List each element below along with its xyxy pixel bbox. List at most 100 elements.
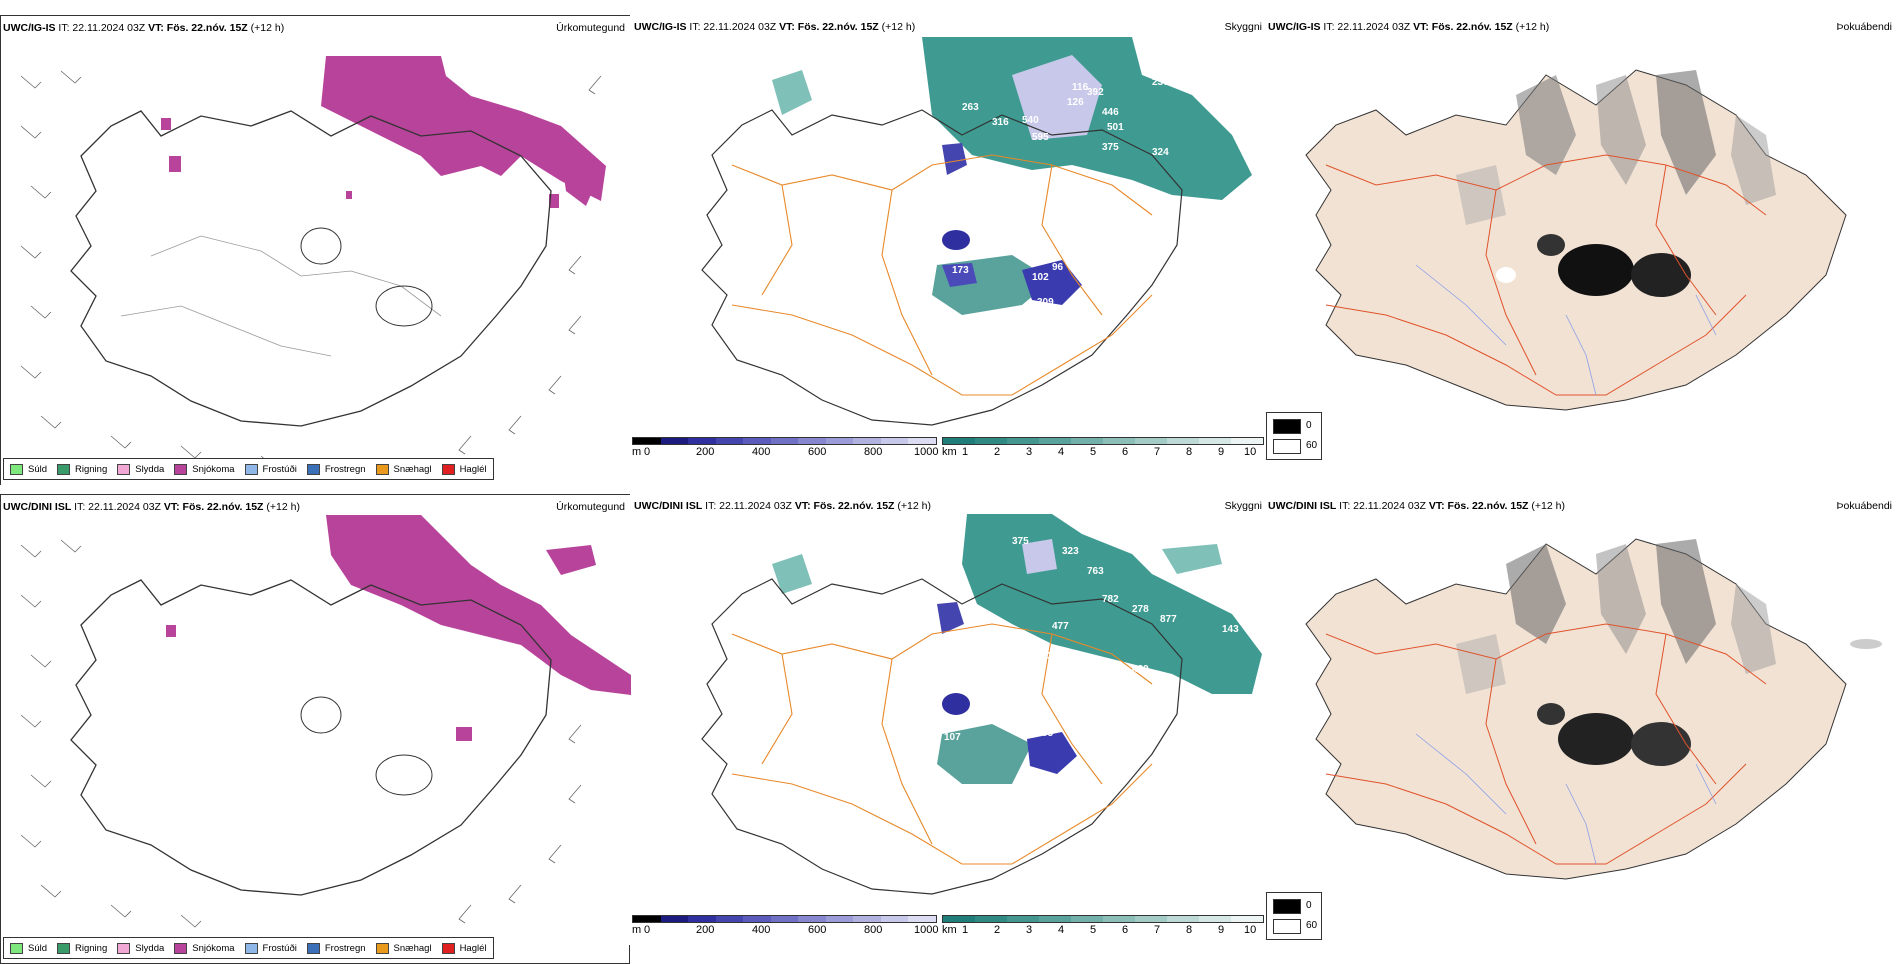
field-name: Þokuábendi	[1836, 21, 1892, 33]
legend-item: Frostúði	[244, 942, 297, 954]
tick-label: 6	[1122, 446, 1129, 458]
fog-legend-label: 0	[1306, 900, 1312, 911]
visibility-panel-row1: UWC/IG-IS IT: 22.11.2024 03Z VT: Fös. 22…	[632, 15, 1262, 485]
cloud-base-label: 375	[1102, 142, 1119, 153]
cloud-base-label: 87	[1075, 733, 1087, 744]
precip-map-row2	[1, 495, 631, 945]
cloud-base-label: 17	[972, 694, 984, 705]
cloud-base-label: 540	[1022, 115, 1039, 126]
fog-legend-label: 60	[1306, 920, 1318, 931]
tick-label: 1	[962, 924, 969, 936]
ceiling-colorbar-row2: m 0 200 400 600 800 1000	[632, 915, 939, 941]
cloud-base-label: 102	[1032, 272, 1049, 283]
cloud-base-label: 309	[1037, 297, 1054, 308]
visibility-panel-row2: UWC/DINI ISL IT: 22.11.2024 03Z VT: Fös.…	[632, 494, 1262, 964]
field-name: Skyggni	[1224, 500, 1262, 512]
tick-label: 600	[808, 446, 827, 458]
legend-item: Haglél	[441, 942, 487, 954]
panel-title: UWC/DINI ISL IT: 22.11.2024 03Z VT: Fös.…	[1268, 500, 1565, 512]
visibility-map-row2	[701, 514, 1262, 895]
field-name: Úrkomutegund	[556, 501, 625, 513]
legend-item: Slydda	[117, 463, 164, 475]
tick-label: 9	[1218, 446, 1225, 458]
cloud-base-label: 278	[1132, 604, 1149, 615]
legend-item: Súld	[10, 942, 47, 954]
tick-label: 9	[1218, 924, 1225, 936]
cloud-base-label: 501	[1107, 122, 1124, 133]
fog-map-row2	[1305, 538, 1882, 880]
cloud-base-label: 375	[1012, 536, 1029, 547]
panel-title: UWC/IG-IS IT: 22.11.2024 03Z VT: Fös. 22…	[1268, 21, 1550, 33]
cloud-base-label: 763	[1087, 566, 1104, 577]
tick-label: 1000	[914, 446, 939, 458]
tick-label: 1	[962, 446, 969, 458]
tick-label: 0	[644, 446, 651, 458]
cloud-base-label: 595	[1032, 132, 1049, 143]
cloud-base-label: 323	[1062, 546, 1079, 557]
cloud-base-label: 524	[1172, 79, 1189, 90]
tick-label: 600	[808, 924, 827, 936]
cloud-base-label: 109	[950, 651, 967, 662]
precip-map-row1	[1, 16, 631, 486]
legend-item: Rigning	[57, 463, 107, 475]
fog-legend-row1: 0 60	[1266, 412, 1322, 460]
cloud-base-label: 95	[1042, 728, 1054, 739]
tick-label: 200	[696, 924, 715, 936]
tick-label: 10	[1244, 446, 1257, 458]
tick-label: 3	[1026, 924, 1033, 936]
cloud-base-labels-row1: 263 316 540 595 392 446 501 237 524 324 375 173 1029…	[952, 77, 1189, 308]
tick-label: 4	[1058, 446, 1065, 458]
visibility-colorbar-row1: km 1 2 3 4 5 6 7 8 9 10	[942, 437, 1264, 463]
field-name: Skyggni	[1224, 21, 1262, 33]
tick-label: 8	[1186, 446, 1193, 458]
visibility-colorbar-row2: km 1 2 3 4 5 6 7 8 9 10	[942, 915, 1264, 941]
fog-legend-row2: 0 60	[1266, 892, 1322, 940]
legend-item: Snjókoma	[174, 463, 235, 475]
fog-panel-row1: UWC/IG-IS IT: 22.11.2024 03Z VT: Fös. 22…	[1266, 15, 1896, 485]
legend-item: Frostregn	[306, 463, 366, 475]
legend-item: Frostúði	[244, 463, 297, 475]
ceiling-colorbar-row1: m 0 200 400 600 800 1000	[632, 437, 939, 463]
tick-label: 2	[994, 924, 1001, 936]
legend-item: Haglél	[441, 463, 487, 475]
tick-label: 400	[752, 924, 771, 936]
cloud-base-label: 324	[1152, 147, 1169, 158]
legend-item: Rigning	[57, 942, 107, 954]
tick-label: 800	[864, 924, 883, 936]
precip-type-panel-row1: UWC/IG-IS IT: 22.11.2024 03Z VT: Fös. 22…	[0, 15, 631, 486]
tick-label: 4	[1058, 924, 1065, 936]
tick-label: 8	[1186, 924, 1193, 936]
panel-title: UWC/IG-IS IT: 22.11.2024 03Z VT: Fös. 22…	[634, 21, 916, 33]
legend-item: Frostregn	[306, 942, 366, 954]
legend-item: Snæhagl	[375, 942, 432, 954]
tick-label: 10	[1244, 924, 1257, 936]
cloud-base-label: 143	[1222, 624, 1239, 635]
cloud-base-label: 877	[1160, 614, 1177, 625]
cloud-base-label: 477	[1052, 621, 1069, 632]
visibility-unit: km	[942, 446, 957, 458]
tick-label: 800	[864, 446, 883, 458]
tick-label: 0	[644, 924, 651, 936]
fog-panel-row2: UWC/DINI ISL IT: 22.11.2024 03Z VT: Fös.…	[1266, 494, 1896, 964]
tick-label: 7	[1154, 446, 1161, 458]
panel-title: UWC/DINI ISL IT: 22.11.2024 03Z VT: Fös.…	[3, 501, 300, 513]
precip-legend: Súld Rigning Slydda Snjókoma Frostúði Fr…	[3, 458, 494, 480]
panel-title: UWC/DINI ISL IT: 22.11.2024 03Z VT: Fös.…	[634, 500, 931, 512]
visibility-map-row1	[701, 37, 1252, 426]
visibility-unit: km	[942, 924, 957, 936]
cloud-base-label: 126	[1067, 97, 1084, 108]
legend-item: Snjókoma	[174, 942, 235, 954]
cloud-base-label: 392	[1087, 87, 1104, 98]
legend-item: Snæhagl	[375, 463, 432, 475]
cloud-base-label: 429	[1132, 664, 1149, 675]
tick-label: 5	[1090, 924, 1097, 936]
tick-label: 1000	[914, 924, 939, 936]
cloud-base-label: 782	[1102, 594, 1119, 605]
cloud-base-label: 173	[952, 265, 969, 276]
tick-label: 400	[752, 446, 771, 458]
tick-label: 6	[1122, 924, 1129, 936]
ceiling-unit: m	[632, 446, 642, 458]
cloud-base-label: 116	[1072, 82, 1089, 93]
cloud-base-label: 342	[1047, 651, 1064, 662]
fog-legend-label: 0	[1306, 420, 1312, 431]
